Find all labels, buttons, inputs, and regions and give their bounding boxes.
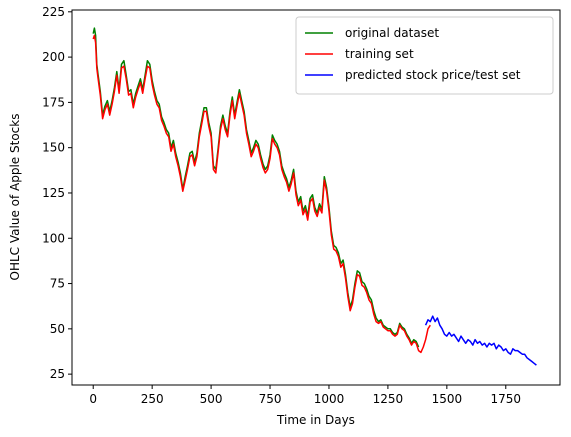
x-tick-label: 250 bbox=[141, 392, 164, 406]
x-axis-label: Time in Days bbox=[276, 413, 355, 427]
plot-lines bbox=[92, 27, 537, 366]
x-tick-label: 1500 bbox=[432, 392, 463, 406]
x-tick-label: 1750 bbox=[491, 392, 522, 406]
y-axis-label: OHLC Value of Apple Stocks bbox=[8, 114, 22, 281]
x-tick-label: 1000 bbox=[314, 392, 345, 406]
legend-label-2: training set bbox=[345, 47, 414, 61]
y-tick-label: 75 bbox=[50, 277, 65, 291]
y-tick-label: 50 bbox=[50, 322, 65, 336]
x-tick-label: 1250 bbox=[373, 392, 404, 406]
x-axis-ticks: 0 250 500 750 1000 1250 1500 1750 bbox=[89, 385, 521, 406]
y-tick-label: 225 bbox=[42, 5, 65, 19]
x-tick-label: 750 bbox=[259, 392, 282, 406]
y-axis-ticks: 25 50 75 100 125 150 175 200 225 bbox=[42, 5, 72, 381]
plot-frame bbox=[71, 9, 561, 386]
y-tick-label: 25 bbox=[50, 367, 65, 381]
y-tick-label: 150 bbox=[42, 141, 65, 155]
y-tick-label: 200 bbox=[42, 50, 65, 64]
x-tick-label: 0 bbox=[89, 392, 97, 406]
x-tick-label: 500 bbox=[200, 392, 223, 406]
y-tick-label: 175 bbox=[42, 95, 65, 109]
legend-box bbox=[295, 16, 554, 95]
legend-label-3: predicted stock price/test set bbox=[345, 68, 521, 82]
legend: original dataset training set predicted st… bbox=[295, 16, 554, 95]
series-line-2 bbox=[92, 34, 431, 354]
series-line-3 bbox=[424, 315, 537, 366]
y-tick-label: 125 bbox=[42, 186, 65, 200]
legend-label-1: original dataset bbox=[345, 26, 439, 40]
y-tick-label: 100 bbox=[42, 231, 65, 245]
